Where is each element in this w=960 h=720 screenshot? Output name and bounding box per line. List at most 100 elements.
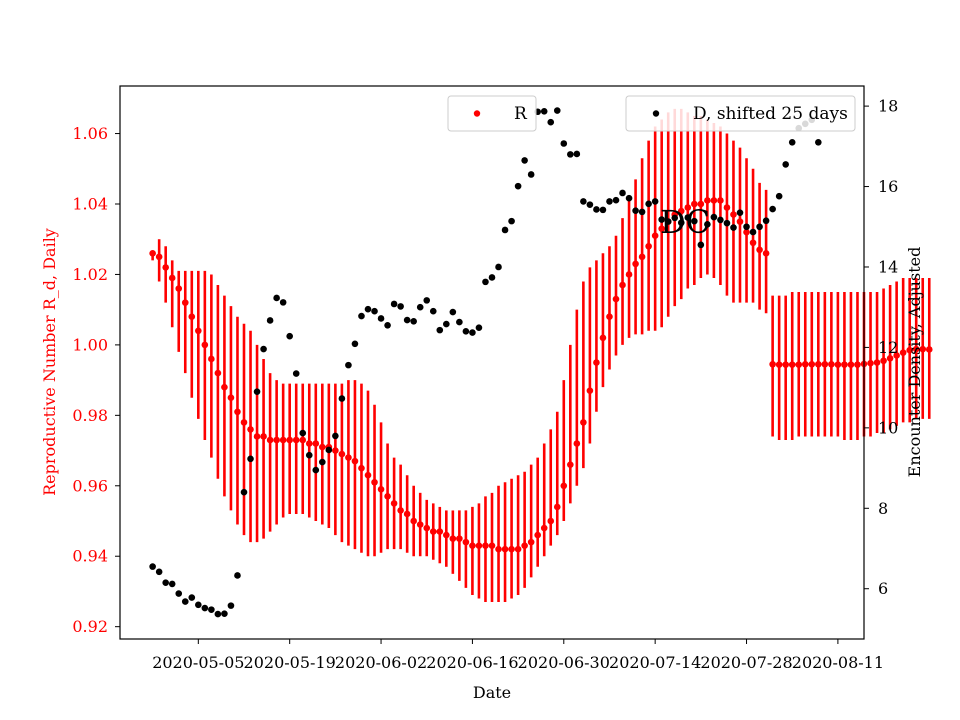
r-point-87 [717,197,724,204]
d-point-42 [423,297,431,304]
r-point-110 [867,359,874,367]
d-point-86 [710,213,718,221]
r-point-89 [730,211,737,218]
r-point-117 [912,345,920,353]
d-point-75 [638,208,646,216]
y-left-tick-label-1: 0.94 [72,547,108,566]
r-point-12 [227,394,235,402]
r-point-50 [475,542,483,549]
d-point-88 [723,219,731,227]
r-point-113 [886,354,894,362]
r-point-16 [253,433,261,440]
d-point-28 [332,432,339,440]
d-point-26 [319,458,326,466]
r-point-81 [677,207,685,215]
d-point-74 [632,207,639,214]
r-point-92 [749,239,757,247]
d-point-37 [390,300,398,308]
d-point-35 [377,315,385,322]
r-point-83 [691,200,698,208]
d-point-1 [155,568,163,576]
y-axis-left-label: Reproductive Number R_d, Daily [40,228,59,496]
r-point-28 [332,447,339,454]
y-right-tick-label-1: 8 [878,499,888,518]
r-point-116 [906,346,913,354]
r-point-100 [801,360,809,368]
legend-d-box [625,95,856,132]
r-point-55 [508,545,515,553]
d-point-65 [573,150,581,158]
legend-r: R [447,95,537,132]
d-point-6 [188,594,196,601]
d-point-24 [305,451,313,459]
r-point-59 [534,531,541,539]
r-point-68 [593,359,600,366]
r-point-46 [449,535,457,542]
r-point-75 [638,253,646,261]
d-point-3 [168,580,176,588]
d-point-76 [645,200,652,208]
r-point-66 [580,419,587,426]
r-point-14 [240,419,248,426]
d-point-47 [456,318,463,326]
r-point-29 [338,450,346,458]
y-left-tick-label-5: 1.02 [72,265,108,284]
d-point-9 [208,606,215,613]
d-point-77 [651,198,659,205]
d-point-33 [364,305,372,313]
d-point-11 [221,610,228,617]
r-point-19 [273,436,280,444]
d-point-31 [351,340,359,348]
r-point-13 [234,408,241,416]
d-point-14 [240,488,248,496]
r-point-69 [599,334,607,342]
d-point-61 [547,118,555,126]
d-point-95 [769,205,776,213]
d-point-36 [384,321,391,329]
r-point-32 [358,464,365,472]
r-point-43 [429,528,437,535]
r-point-93 [756,246,763,254]
d-point-73 [625,194,633,202]
r-point-88 [723,204,731,211]
r-point-2 [162,264,169,271]
r-point-44 [436,528,444,535]
r-point-45 [443,531,450,539]
r-point-58 [527,538,535,546]
x-axis-label: Date [473,683,511,702]
r-point-106 [841,361,848,368]
r-point-40 [410,517,417,525]
r-point-91 [743,228,750,236]
d-point-17 [260,345,267,353]
d-point-10 [214,610,222,618]
r-point-119 [925,346,933,353]
d-point-52 [488,274,496,281]
r-point-103 [821,360,829,368]
r-point-48 [462,538,470,546]
r-point-15 [247,426,254,433]
d-point-55 [508,217,515,225]
d-point-43 [429,307,437,315]
r-point-39 [403,510,411,518]
d-point-67 [586,201,594,208]
d-point-19 [273,294,280,302]
r-point-95 [769,360,776,368]
d-point-91 [743,223,750,231]
r-point-8 [201,341,209,349]
r-point-1 [155,253,163,261]
y-right-tick-label-3: 12 [878,338,898,357]
d-point-23 [299,429,307,437]
r-point-9 [208,355,215,363]
r-point-37 [390,500,398,507]
y-left-tick-label-0: 0.92 [72,617,108,636]
r-point-24 [305,440,313,447]
x-tick-label-4: 2020-06-30 [518,653,610,672]
legend-r-box [447,95,537,132]
plot-frame [119,85,865,640]
y-left-tick-label-6: 1.04 [72,194,108,213]
d-point-16 [253,388,261,395]
r-point-78 [658,225,665,232]
r-point-30 [345,454,352,461]
chart-annotation: DC [660,203,710,241]
